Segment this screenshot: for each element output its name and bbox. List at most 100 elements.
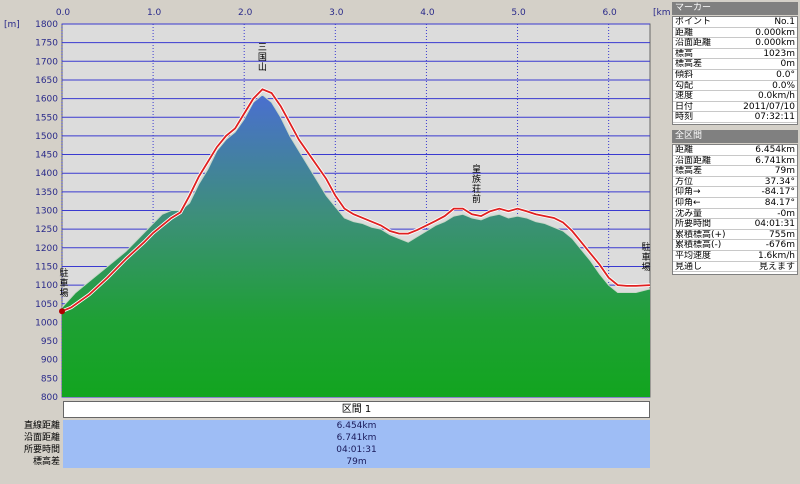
all-row-value: 79m (774, 166, 795, 177)
elevation-chart[interactable]: 800 850 900 950 1000 1050 1100 1150 1200 1250 1300… (0, 0, 670, 400)
all-row: 標高差 79m (673, 166, 797, 177)
waypoint-annotation: 皇族荘前 (472, 163, 481, 205)
all-panel: 距離 6.454km 沿面距離 6.741km 標高差 79m 方位 37.34° 仰角→ -84… (672, 144, 798, 275)
y-tick-label: 1100 (35, 281, 58, 291)
marker-row: 標高差 0m (673, 59, 797, 70)
all-row: 沿面距離 6.741km (673, 156, 797, 167)
marker-row-value: 0.000km (755, 38, 795, 49)
y-tick-label: 1450 (35, 151, 58, 161)
all-row: 累積標高(+) 755m (673, 230, 797, 241)
terrain-ridge (61, 94, 651, 308)
y-tick-label: 1750 (35, 39, 58, 49)
y-tick-label: 1300 (35, 207, 58, 217)
section-summary: 区間 1 直線距離 6.454km 沿面距離 6.741km 所要時間 04:0… (0, 399, 655, 484)
marker-row: 日付 2011/07/10 (673, 102, 797, 113)
marker-row-label: 勾配 (675, 80, 694, 91)
y-unit-label: [m] (4, 20, 20, 30)
y-tick-label: 1150 (35, 262, 58, 272)
all-row: 見通し 見えます (673, 262, 797, 273)
all-row-value: -676m (765, 240, 795, 251)
all-row: 仰角← 84.17° (673, 198, 797, 209)
all-row: 仰角→ -84.17° (673, 187, 797, 198)
duration-value: 04:01:31 (63, 444, 650, 456)
marker-row-label: 速度 (675, 91, 694, 102)
all-row-value: 84.17° (764, 197, 795, 208)
y-tick-label: 1400 (35, 169, 58, 179)
x-unit-label: [km] (653, 8, 670, 18)
marker-row-label: 時刻 (675, 112, 694, 123)
y-tick-label: 950 (41, 337, 58, 347)
y-tick-label: 900 (41, 356, 58, 366)
marker-row-label: 日付 (675, 101, 694, 112)
all-row: 累積標高(-) -676m (673, 240, 797, 251)
marker-row-value: 2011/07/10 (743, 101, 795, 112)
x-tick-label: 1.0 (147, 8, 162, 18)
x-tick-label: 5.0 (511, 8, 526, 18)
y-tick-label: 1500 (35, 132, 58, 142)
marker-row-value: 0.000km (755, 27, 795, 38)
all-row-label: 距離 (675, 145, 694, 155)
x-tick-label: 0.0 (56, 8, 71, 18)
all-row-label: 累積標高(-) (675, 240, 722, 251)
surface-distance-label: 沿面距離 (23, 433, 60, 443)
elevation-diff-value: 79m (63, 456, 650, 468)
marker-row-value: No.1 (774, 17, 795, 27)
all-row-value: -0m (777, 208, 795, 219)
y-tick-label: 1350 (35, 188, 58, 198)
marker-panel: ポイント No.1 距離 0.000km 沿面距離 0.000km 標高 1023m 標高差 0m… (672, 16, 798, 125)
all-row-value: 見えます (758, 261, 795, 272)
all-row-value: -84.17° (761, 187, 795, 198)
x-tick-label: 4.0 (420, 8, 435, 18)
all-panel-title: 全区間 (672, 130, 798, 143)
marker-row-label: 傾斜 (675, 69, 694, 80)
marker-row-value: 07:32:11 (754, 112, 795, 123)
marker-row: 傾斜 0.0° (673, 70, 797, 81)
all-row-value: 37.34° (764, 176, 795, 187)
start-annotation: 駐車場 (59, 267, 68, 299)
y-tick-label: 1550 (35, 113, 58, 123)
y-tick-label: 850 (41, 374, 58, 384)
all-row-value: 6.741km (755, 155, 795, 166)
all-row-label: 仰角← (675, 197, 701, 208)
x-tick-label: 2.0 (238, 8, 253, 18)
straight-distance-label: 直線距離 (23, 421, 60, 431)
marker-panel-title: マーカー (672, 2, 798, 15)
all-row-label: 方位 (675, 176, 694, 187)
all-row: 所要時間 04:01:31 (673, 219, 797, 230)
all-row-label: 沈み量 (675, 208, 703, 219)
all-row-label: 累積標高(+) (675, 229, 726, 240)
all-row-label: 見通し (675, 261, 703, 272)
all-row-value: 04:01:31 (754, 219, 795, 230)
marker-row-value: 0.0° (776, 69, 795, 80)
all-row-label: 沿面距離 (675, 155, 712, 166)
start-marker (59, 308, 65, 315)
all-row-label: 標高差 (675, 166, 703, 177)
y-tick-label: 1650 (35, 76, 58, 86)
y-tick-label: 1000 (35, 318, 58, 328)
marker-row-value: 0.0km/h (757, 91, 795, 102)
y-tick-label: 800 (41, 393, 58, 400)
all-row: 距離 6.454km (673, 145, 797, 156)
x-tick-label: 3.0 (329, 8, 344, 18)
marker-row: 速度 0.0km/h (673, 91, 797, 102)
marker-row-label: 標高差 (675, 59, 703, 70)
terrain-area (62, 94, 650, 398)
marker-row: ポイント No.1 (673, 17, 797, 28)
all-row: 沈み量 -0m (673, 209, 797, 220)
y-tick-label: 1800 (35, 20, 58, 30)
elevation-diff-label: 標高差 (32, 457, 60, 467)
x-tick-label: 6.0 (602, 8, 617, 18)
all-row-label: 所要時間 (675, 219, 712, 230)
duration-label: 所要時間 (23, 445, 60, 455)
marker-row-value: 0.0% (772, 80, 795, 91)
side-panel: マーカー ポイント No.1 距離 0.000km 沿面距離 0.000km 標高 1023m… (670, 0, 800, 484)
y-tick-label: 1700 (35, 57, 58, 67)
section-header[interactable]: 区間 1 (63, 401, 650, 418)
end-annotation: 駐車場 (641, 241, 650, 273)
y-tick-label: 1600 (35, 95, 58, 105)
marker-row-label: 標高 (675, 48, 694, 59)
marker-row-label: ポイント (675, 17, 712, 27)
marker-row-value: 1023m (763, 48, 795, 59)
marker-row: 沿面距離 0.000km (673, 38, 797, 49)
y-tick-label: 1200 (35, 244, 58, 254)
